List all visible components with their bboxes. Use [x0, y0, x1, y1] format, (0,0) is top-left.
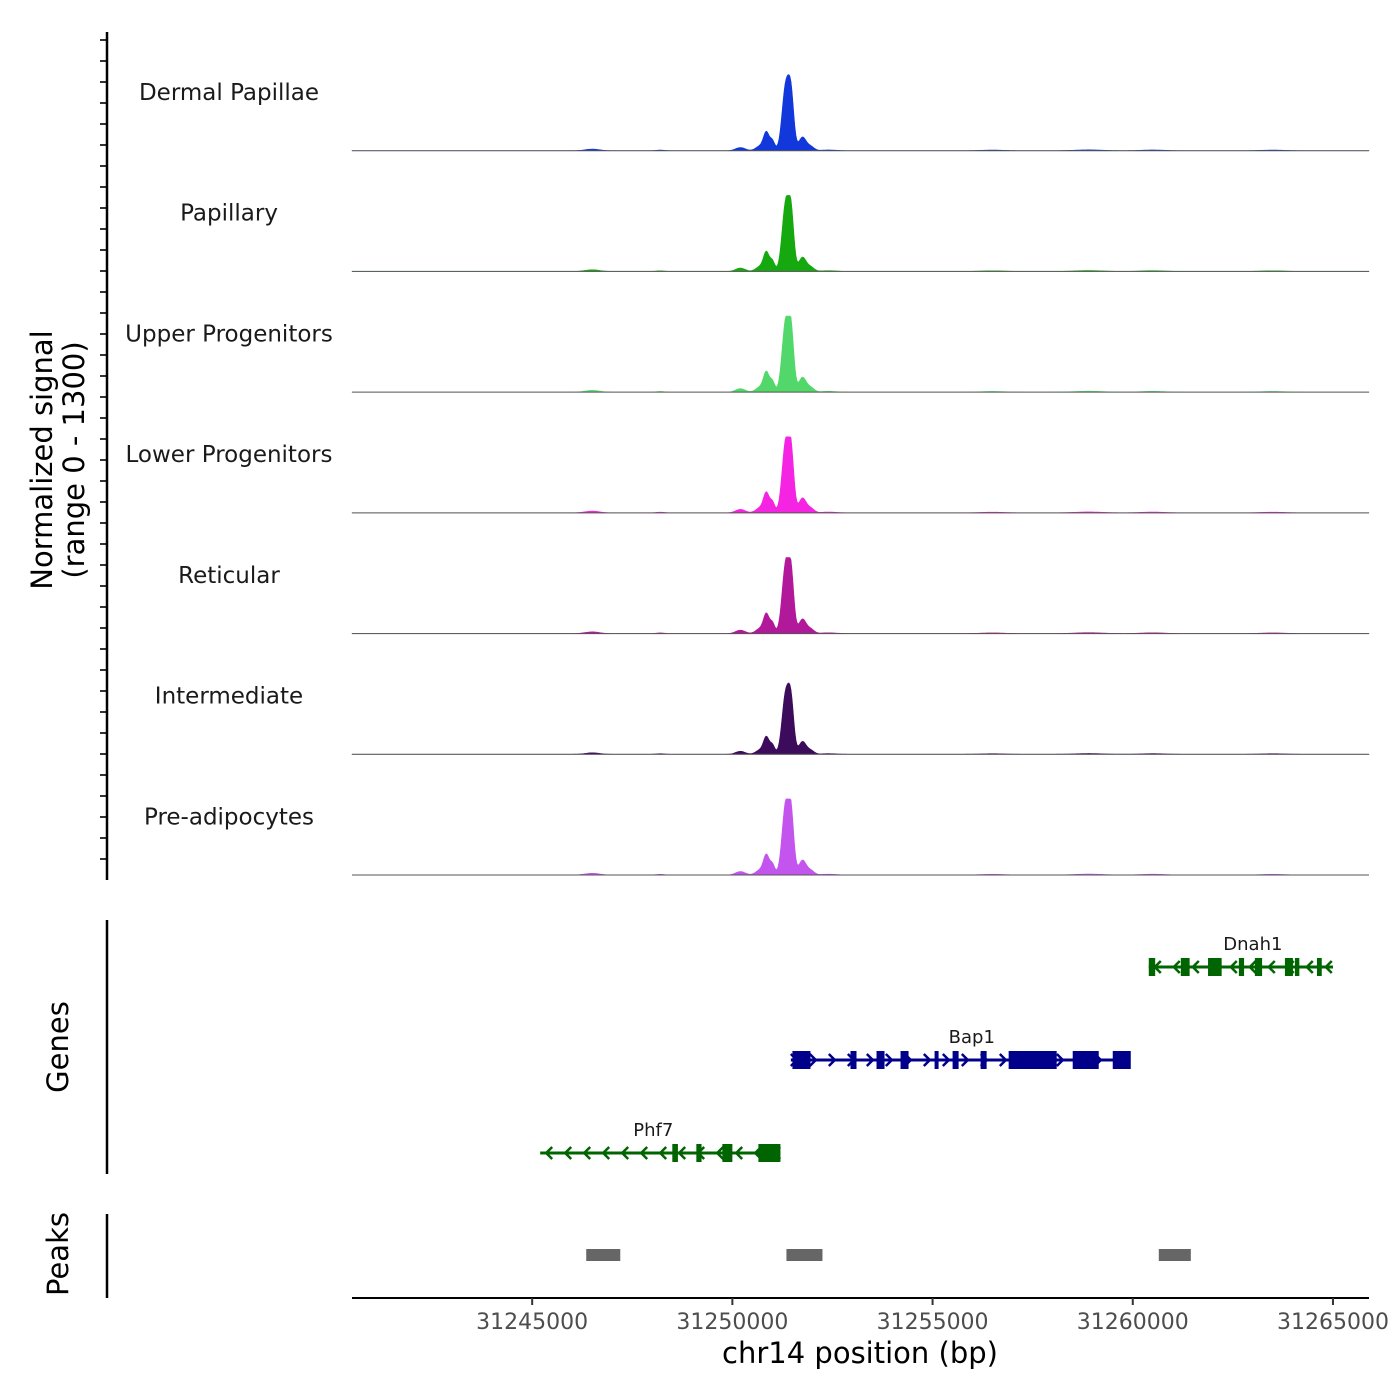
track-intermediate: Intermediate	[155, 682, 1370, 755]
strand-arrow	[658, 1146, 668, 1160]
track-upper-progenitors: Upper Progenitors	[125, 315, 1370, 393]
peak-region	[1158, 1249, 1191, 1261]
strand-arrow	[582, 1146, 592, 1160]
signal-area	[351, 682, 1370, 755]
gene-name: Bap1	[949, 1027, 995, 1048]
exon	[1148, 958, 1156, 976]
track-label: Dermal Papillae	[139, 80, 319, 106]
strand-arrow	[1305, 960, 1314, 974]
strand-arrow	[620, 1146, 630, 1160]
strand-arrow	[1191, 960, 1200, 974]
exon	[1072, 1051, 1099, 1069]
strand-arrow	[884, 1053, 894, 1067]
exon	[1316, 958, 1322, 976]
strand-arrow	[1229, 960, 1238, 974]
gene-dnah1: Dnah1	[1148, 934, 1333, 976]
track-label: Upper Progenitors	[125, 321, 333, 347]
exon	[952, 1051, 959, 1069]
signal-area	[351, 436, 1370, 514]
strand-arrow	[1172, 960, 1181, 974]
strand-arrow	[808, 1053, 818, 1067]
signal-area	[352, 798, 1369, 876]
peak-regions	[586, 1249, 1191, 1261]
exon	[1112, 1051, 1131, 1069]
x-axis: 31245000 31250000 31255000 31260000 31265000…	[352, 1297, 1389, 1370]
strand-arrow	[544, 1146, 554, 1160]
exon	[980, 1051, 987, 1069]
signal-area	[351, 557, 1370, 634]
track-reticular: Reticular	[178, 557, 1370, 635]
signal-y-ticks	[100, 39, 107, 860]
x-tick-label: 31245000	[476, 1310, 588, 1335]
strand-arrow	[960, 1053, 970, 1067]
track-lower-progenitors: Lower Progenitors	[126, 436, 1370, 514]
strand-arrow	[1055, 1053, 1065, 1067]
track-pre-adipocytes: Pre-adipocytes	[144, 798, 1369, 876]
strand-arrow	[998, 1053, 1008, 1067]
exon	[758, 1144, 781, 1162]
exon	[1180, 958, 1190, 976]
exon	[722, 1144, 733, 1162]
strand-arrow	[865, 1053, 875, 1067]
x-axis-title: chr14 position (bp)	[722, 1336, 998, 1370]
exon	[1008, 1051, 1057, 1069]
signal-area	[351, 74, 1370, 152]
exon	[1238, 958, 1245, 976]
track-label: Pre-adipocytes	[144, 804, 314, 830]
signal-area	[351, 315, 1370, 393]
x-axis-ticks: 31245000 31250000 31255000 31260000 31265000	[476, 1298, 1389, 1335]
strand-arrow	[941, 1053, 951, 1067]
strand-arrow	[563, 1146, 573, 1160]
exon	[1254, 958, 1263, 976]
x-tick-label: 31255000	[877, 1310, 989, 1335]
exon	[876, 1051, 885, 1069]
strand-arrow	[1248, 960, 1257, 974]
exon	[1294, 958, 1300, 976]
peaks-track-label: Peaks	[41, 1212, 75, 1296]
exon	[1208, 958, 1222, 976]
signal-y-axis	[100, 32, 109, 880]
strand-arrow	[922, 1053, 932, 1067]
strand-arrow	[677, 1146, 687, 1160]
strand-arrow	[1267, 960, 1276, 974]
exon	[1284, 958, 1293, 976]
track-label: Intermediate	[155, 684, 303, 710]
exon	[850, 1051, 857, 1069]
exon	[900, 1051, 909, 1069]
y-axis-title-line1: Normalized signal	[25, 330, 59, 589]
exon	[792, 1051, 811, 1069]
gene-bap1: Bap1	[789, 1027, 1131, 1069]
strand-arrow	[715, 1146, 725, 1160]
strand-arrow	[827, 1053, 837, 1067]
track-label: Reticular	[178, 563, 280, 589]
exon	[672, 1144, 678, 1162]
strand-arrow	[601, 1146, 611, 1160]
gene-name: Dnah1	[1223, 934, 1282, 955]
x-tick-label: 31260000	[1077, 1310, 1189, 1335]
gene-annotations: Dnah1 Bap1 Phf7	[540, 934, 1333, 1162]
strand-arrow	[1324, 960, 1333, 974]
gene-phf7: Phf7	[540, 1120, 782, 1162]
strand-arrow	[639, 1146, 649, 1160]
exon	[696, 1144, 702, 1162]
signal-area	[351, 195, 1370, 272]
genes-track-label: Genes	[41, 1001, 75, 1093]
peak-region	[586, 1249, 621, 1261]
coverage-tracks: Dermal Papillae Papillary Upper Progenitor…	[125, 74, 1370, 876]
x-tick-label: 31250000	[676, 1310, 788, 1335]
strand-arrow	[734, 1146, 744, 1160]
x-tick-label: 31265000	[1277, 1310, 1389, 1335]
track-papillary: Papillary	[180, 195, 1370, 272]
track-dermal-papillae: Dermal Papillae	[139, 74, 1370, 152]
exon	[934, 1051, 939, 1069]
y-axis-title-line2: (range 0 - 1300)	[57, 341, 91, 578]
track-label: Papillary	[180, 201, 278, 227]
track-label: Lower Progenitors	[126, 442, 333, 468]
peak-region	[786, 1249, 823, 1261]
gene-name: Phf7	[633, 1120, 673, 1141]
